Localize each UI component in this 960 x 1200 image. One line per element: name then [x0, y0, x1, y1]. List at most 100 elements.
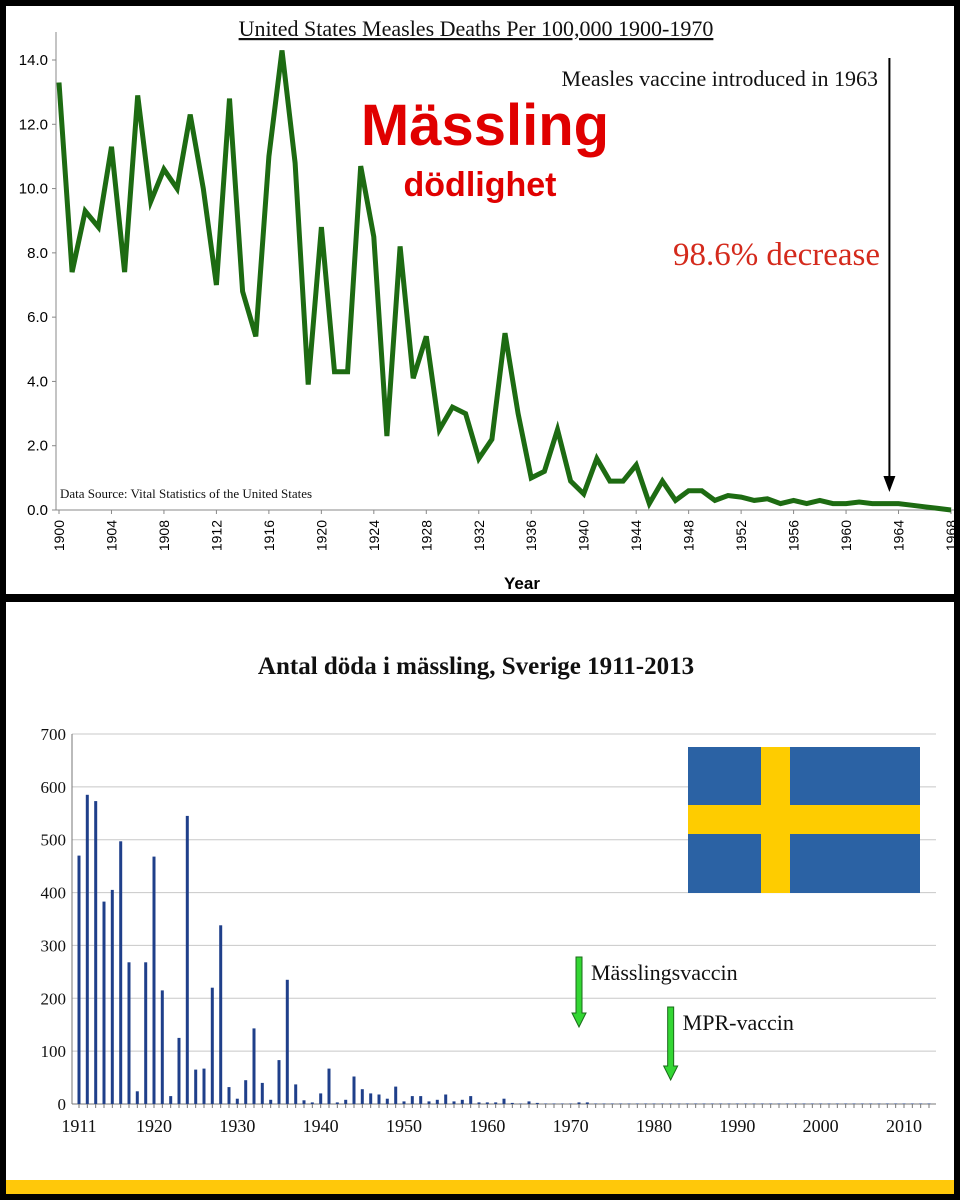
se-bar	[344, 1099, 348, 1104]
se-bar	[227, 1087, 231, 1104]
vaccine-arrow	[883, 58, 896, 492]
sweden-measles-chart-panel: Antal döda i mässling, Sverige 1911-2013…	[6, 602, 954, 1192]
us-chart-title: United States Measles Deaths Per 100,000…	[239, 16, 714, 41]
se-bar	[110, 889, 114, 1104]
se-bar	[210, 987, 214, 1104]
se-bar	[752, 1103, 756, 1104]
us-measles-line-chart: United States Measles Deaths Per 100,000…	[19, 16, 954, 593]
us-y-tick-label: 10.0	[19, 181, 48, 198]
se-bar	[385, 1098, 389, 1104]
se-bar	[235, 1098, 239, 1104]
se-bar	[735, 1103, 739, 1104]
se-bar	[669, 1103, 673, 1104]
se-bar	[869, 1103, 873, 1104]
se-x-tick-label: 1970	[553, 1116, 589, 1136]
se-bar	[219, 925, 223, 1104]
se-bar	[719, 1103, 723, 1104]
us-x-tick-label: 1948	[681, 520, 697, 551]
us-y-tick-label: 2.0	[27, 438, 48, 455]
se-bar	[444, 1094, 448, 1104]
se-y-tick-label: 200	[41, 989, 67, 1008]
se-bar	[860, 1103, 864, 1104]
se-bar	[919, 1103, 923, 1104]
se-bar	[569, 1103, 573, 1104]
se-x-tick-label: 1930	[219, 1116, 255, 1136]
se-bar	[535, 1102, 539, 1104]
se-bar	[252, 1028, 256, 1104]
overlay-subtitle-dodlighet: dödlighet	[404, 166, 557, 204]
se-bar	[494, 1102, 498, 1104]
se-bar	[152, 856, 156, 1104]
se-bar	[877, 1103, 881, 1104]
se-chart-title: Antal döda i mässling, Sverige 1911-2013	[258, 653, 694, 680]
se-bar	[452, 1101, 456, 1104]
se-bar	[360, 1089, 364, 1104]
se-bar	[477, 1102, 481, 1104]
bottom-divider-bar	[6, 1180, 954, 1194]
se-bar	[760, 1103, 764, 1104]
vaccine-arrow-1: Mässlingsvaccin	[571, 956, 738, 1029]
green-arrow-icon	[662, 1006, 679, 1082]
se-bar	[677, 1103, 681, 1104]
us-y-tick-label: 0.0	[27, 502, 48, 519]
us-x-tick-label: 1940	[576, 520, 592, 551]
se-bar	[885, 1103, 889, 1104]
se-bar	[644, 1103, 648, 1104]
vaccine-annotation-label: Mässlingsvaccin	[591, 960, 738, 985]
se-bar	[469, 1096, 473, 1104]
se-bar	[127, 962, 131, 1104]
se-bar	[785, 1103, 789, 1104]
us-deaths-line	[56, 50, 952, 513]
se-y-tick-label: 500	[41, 831, 67, 850]
se-bar	[377, 1094, 381, 1104]
se-bar	[135, 1091, 139, 1104]
se-bar	[427, 1101, 431, 1104]
vaccine-annotation-label: MPR-vaccin	[683, 1010, 794, 1035]
us-x-tick-label: 1960	[838, 520, 854, 551]
se-bar	[552, 1103, 556, 1104]
se-bar	[694, 1103, 698, 1104]
us-x-tick-label: 1932	[471, 520, 487, 551]
us-x-tick-label: 1928	[418, 520, 434, 551]
se-x-tick-label: 1960	[469, 1116, 505, 1136]
se-bar	[85, 794, 89, 1104]
se-bar	[285, 979, 289, 1104]
se-bar	[894, 1103, 898, 1104]
se-bar	[194, 1069, 198, 1104]
us-x-tick-label: 1944	[628, 520, 644, 551]
se-bar	[910, 1103, 914, 1104]
se-bar	[710, 1103, 714, 1104]
se-bar	[394, 1086, 398, 1104]
se-bar	[660, 1103, 664, 1104]
vaccine-arrow-head	[883, 476, 896, 492]
se-bar	[819, 1103, 823, 1104]
us-x-tick-label: 1924	[366, 520, 382, 551]
se-bar	[510, 1102, 514, 1104]
se-bar	[777, 1103, 781, 1104]
vaccine-arrow-2: MPR-vaccin	[662, 1006, 794, 1082]
se-bar	[319, 1093, 323, 1104]
se-y-tick-label: 700	[41, 725, 67, 744]
se-x-tick-label: 1911	[61, 1116, 96, 1136]
se-bar	[619, 1103, 623, 1104]
se-bar	[794, 1103, 798, 1104]
se-bar	[402, 1101, 406, 1104]
se-bar	[744, 1103, 748, 1104]
us-x-tick-label: 1936	[523, 520, 539, 551]
se-x-tick-label: 1980	[636, 1116, 672, 1136]
se-x-tick-label: 2010	[886, 1116, 922, 1136]
se-bar	[294, 1084, 298, 1104]
se-bar	[144, 962, 148, 1104]
se-bar	[485, 1102, 489, 1104]
us-measles-chart-panel: United States Measles Deaths Per 100,000…	[6, 6, 954, 594]
us-y-tick-label: 4.0	[27, 373, 48, 390]
us-x-tick-label: 1916	[261, 520, 277, 551]
se-bar	[544, 1103, 548, 1104]
se-y-tick-label: 600	[41, 778, 67, 797]
se-y-tick-label: 0	[58, 1095, 67, 1114]
se-bar	[277, 1060, 281, 1104]
se-bar	[502, 1098, 506, 1104]
vaccine-annotation-text: Measles vaccine introduced in 1963	[562, 66, 878, 91]
se-x-tick-label: 2000	[803, 1116, 839, 1136]
se-bar	[927, 1103, 931, 1104]
